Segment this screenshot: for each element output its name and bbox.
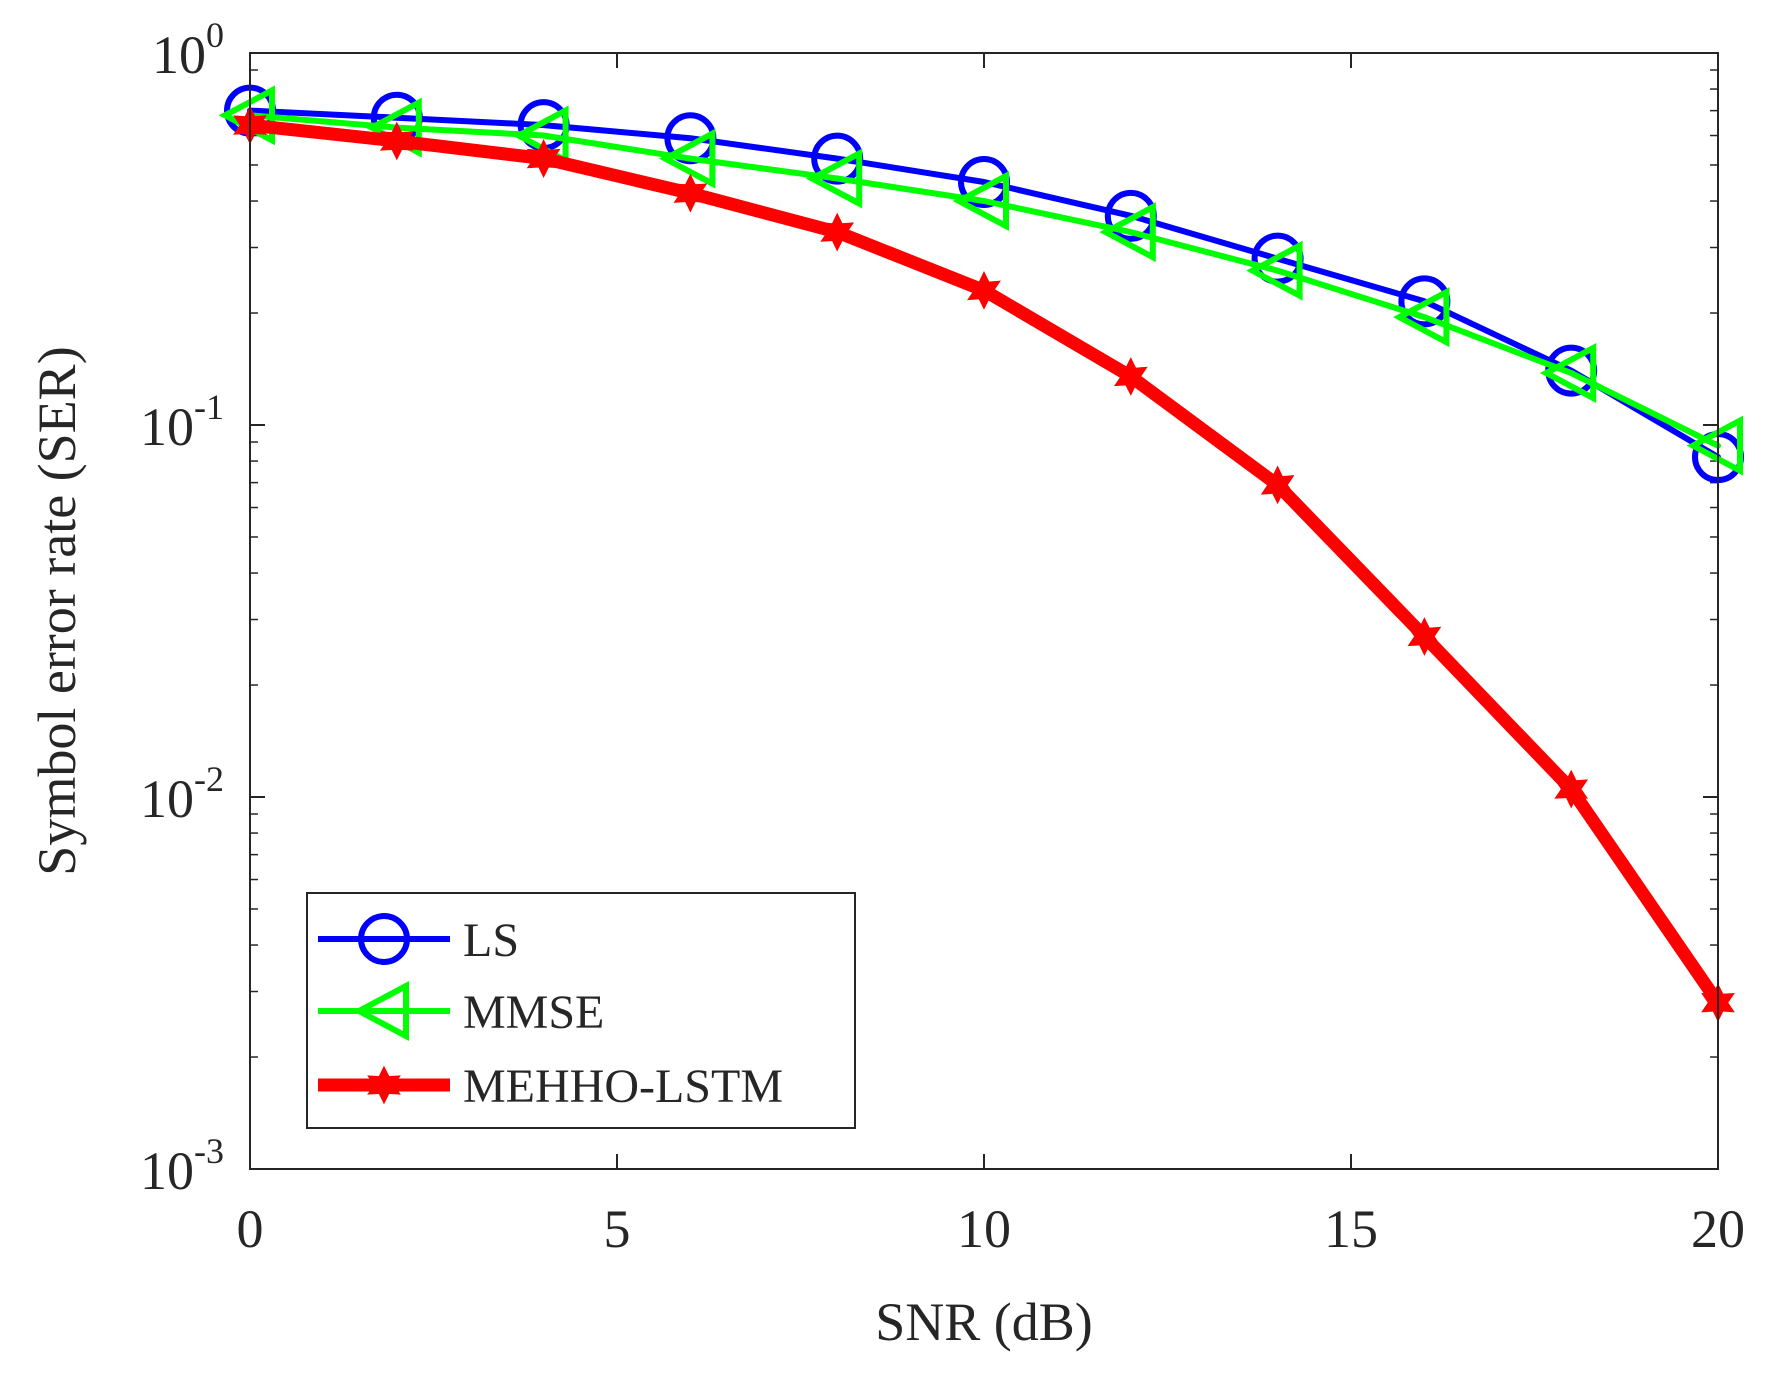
data-point-mmse [1246,240,1303,301]
legend-item-mehho-lstm: MEHHO-LSTM [318,1060,783,1113]
legend-label: MEHHO-LSTM [463,1060,783,1113]
data-point-mehho-lstm [967,270,1001,310]
x-tick-label: 20 [1691,1199,1745,1259]
legend-swatch-marker [352,981,409,1041]
y-tick-label: 10-1 [140,387,224,457]
legend-swatch-marker [367,1065,401,1105]
data-point-mmse [952,171,1009,232]
data-point-mmse [1686,415,1743,476]
legend: LS MMSE MEHHO-LSTM [306,892,856,1129]
y-axis-label: Symbol error rate (SER) [27,346,87,875]
x-axis-label: SNR (dB) [875,1292,1093,1352]
data-point-mmse [805,148,863,209]
legend-label: LS [463,914,519,967]
y-tick-label: 10-3 [140,1131,224,1201]
data-point-mmse [1393,287,1450,348]
data-point-mehho-lstm [1407,617,1442,656]
data-point-mmse [1099,202,1156,263]
data-point-mehho-lstm [1260,465,1295,505]
x-tick-label: 15 [1324,1199,1378,1259]
data-point-mehho-lstm [1554,769,1589,809]
legend-item-ls: LS [318,913,519,967]
series-layer [218,84,1744,1023]
data-point-mehho-lstm [673,173,708,213]
x-tick-label: 10 [957,1199,1011,1259]
data-point-mmse [1539,342,1597,403]
y-tick-label: 100 [152,15,224,85]
plot-frame [249,52,1719,1170]
y-tick-label: 10-2 [140,759,224,829]
series-line-mmse [247,112,1721,449]
data-point-mmse [659,128,716,189]
data-point-mehho-lstm [1113,357,1148,396]
legend-swatch-marker [358,913,410,965]
legend-item-mmse: MMSE [318,981,604,1041]
legend-label: MMSE [463,986,604,1039]
labels-layer: 0 5 10 15 20 10-3 10-2 10-1 100 [140,15,1745,1259]
series-line-ls [247,107,1721,461]
data-point-mehho-lstm [526,139,561,178]
data-point-mehho-lstm [379,121,414,161]
x-tick-label: 0 [237,1199,264,1259]
x-tick-label: 5 [604,1199,631,1259]
data-point-mehho-lstm [820,212,855,252]
